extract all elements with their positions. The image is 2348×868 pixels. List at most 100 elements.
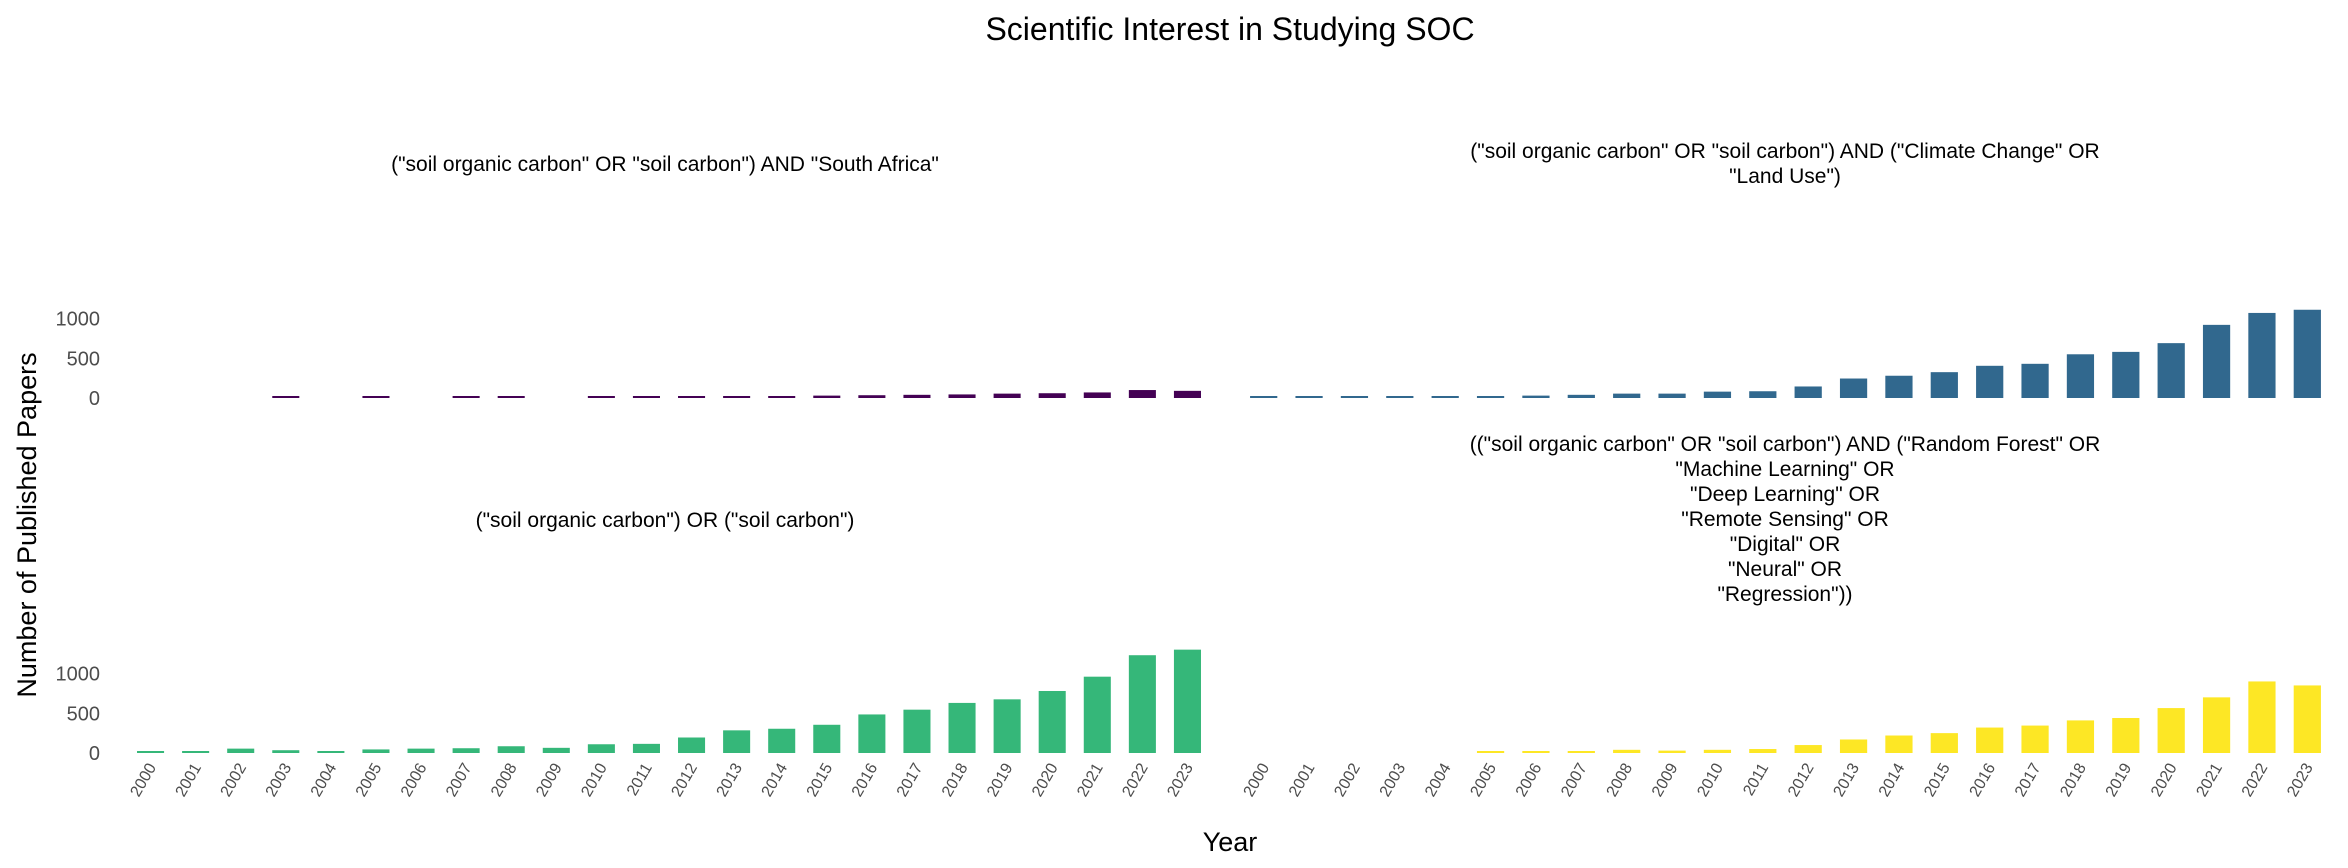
x-tick-label: 2019: [984, 760, 1017, 799]
bar-2009: [542, 747, 570, 753]
bar-2017: [2021, 725, 2049, 753]
x-tick-label: 2005: [353, 760, 386, 799]
x-tick-label: 2006: [1513, 760, 1546, 799]
x-tick-label: 2023: [2284, 760, 2317, 799]
bar-2002: [227, 748, 255, 753]
x-tick-label: 2002: [218, 760, 251, 799]
bar-2012: [678, 737, 706, 753]
bar-2013: [1839, 378, 1868, 398]
panel-title-line: ("soil organic carbon") OR ("soil carbon…: [476, 509, 855, 532]
x-tick-label: 2001: [1286, 760, 1319, 799]
bar-2010: [1703, 391, 1732, 398]
x-tick-label: 2009: [1649, 760, 1682, 799]
y-tick-label: 0: [89, 743, 100, 765]
bar-2009: [1658, 750, 1686, 753]
bar-2001: [182, 751, 210, 753]
x-tick-label: 2023: [1164, 760, 1197, 799]
x-tick-label: 2014: [1876, 760, 1909, 799]
chart-title: Scientific Interest in Studying SOC: [985, 11, 1474, 47]
x-tick-label: 2007: [443, 760, 476, 799]
y-tick-label: 1000: [56, 309, 101, 331]
x-tick-label: 2016: [1967, 760, 2000, 799]
bar-2007: [1567, 751, 1595, 753]
bar-2022: [2248, 681, 2276, 753]
x-axis-label: Year: [1203, 827, 1258, 857]
bar-2019: [2112, 351, 2140, 398]
bar-2015: [1930, 733, 1958, 753]
bar-2004: [317, 751, 345, 753]
bar-2015: [813, 395, 841, 398]
x-tick-label: 2012: [668, 760, 701, 799]
bar-2016: [1976, 365, 2004, 398]
bar-2002: [1340, 396, 1369, 398]
bar-2023: [2293, 685, 2321, 753]
bar-2003: [272, 396, 300, 398]
bar-2019: [993, 393, 1021, 398]
x-tick-label: 2022: [2239, 760, 2272, 799]
bar-2020: [2157, 343, 2185, 398]
panel-1: ("soil organic carbon" OR "soil carbon")…: [56, 153, 1201, 410]
x-tick-label: 2020: [2148, 760, 2181, 799]
bar-2011: [1749, 749, 1777, 753]
x-tick-label: 2002: [1331, 760, 1364, 799]
x-tick-label: 2013: [1831, 760, 1864, 799]
bar-2022: [1128, 655, 1156, 753]
panel-title-line: (("soil organic carbon" OR "soil carbon"…: [1470, 433, 2101, 456]
panel-2: ("soil organic carbon" OR "soil carbon")…: [1250, 140, 2321, 398]
x-tick-label: 2000: [1241, 760, 1274, 799]
bar-2020: [1038, 690, 1066, 753]
x-tick-label: 2017: [894, 760, 927, 799]
bar-2012: [1794, 745, 1822, 753]
y-tick-label: 500: [67, 348, 100, 370]
x-tick-label: 2004: [1422, 760, 1455, 799]
bar-2022: [1128, 390, 1156, 398]
y-tick-label: 1000: [56, 664, 101, 686]
bar-2018: [948, 394, 976, 398]
bar-2000: [1250, 396, 1278, 398]
panel-4: (("soil organic carbon" OR "soil carbon"…: [1241, 433, 2321, 800]
x-tick-label: 2010: [578, 760, 611, 799]
bar-2005: [362, 749, 390, 753]
bar-2005: [1476, 396, 1505, 398]
x-tick-label: 2022: [1119, 760, 1152, 799]
bar-2012: [678, 396, 706, 398]
bar-2019: [993, 699, 1021, 753]
panel-title-line: "Neural" OR: [1728, 558, 1842, 581]
bar-2008: [1613, 749, 1641, 753]
x-tick-label: 2012: [1785, 760, 1818, 799]
bar-2003: [272, 750, 300, 753]
bar-2000: [137, 751, 165, 753]
bar-2008: [497, 396, 525, 398]
x-tick-label: 2006: [398, 760, 431, 799]
bar-2014: [1885, 375, 1913, 398]
bar-2023: [1173, 649, 1201, 753]
y-tick-label: 500: [67, 703, 100, 725]
bar-2006: [1522, 751, 1550, 753]
x-tick-label: 2014: [759, 760, 792, 799]
bar-2017: [903, 709, 931, 753]
x-tick-label: 2010: [1694, 760, 1727, 799]
bar-2008: [1613, 393, 1641, 398]
bar-2017: [903, 394, 931, 398]
bar-2018: [948, 702, 976, 753]
bar-2005: [362, 396, 390, 398]
bar-2009: [1658, 393, 1686, 398]
y-tick-label: 0: [89, 388, 100, 410]
x-tick-label: 2011: [624, 760, 656, 798]
panel-title-line: "Deep Learning" OR: [1690, 483, 1880, 506]
bar-2017: [2021, 363, 2049, 398]
x-tick-label: 2020: [1029, 760, 1062, 799]
x-tick-label: 2021: [1074, 760, 1107, 799]
bar-2021: [2202, 324, 2231, 398]
bar-2016: [1976, 727, 2004, 753]
panel-title-line: ("soil organic carbon" OR "soil carbon")…: [1470, 140, 2099, 163]
panel-title-line: "Machine Learning" OR: [1675, 458, 1894, 481]
x-tick-label: 2008: [488, 760, 521, 799]
bar-2013: [723, 396, 751, 398]
bar-2014: [768, 728, 796, 753]
bar-2010: [1703, 749, 1732, 753]
bar-2004: [1431, 396, 1459, 398]
x-tick-label: 2015: [1921, 760, 1954, 799]
bar-2021: [1083, 676, 1111, 753]
bar-2014: [768, 396, 796, 398]
